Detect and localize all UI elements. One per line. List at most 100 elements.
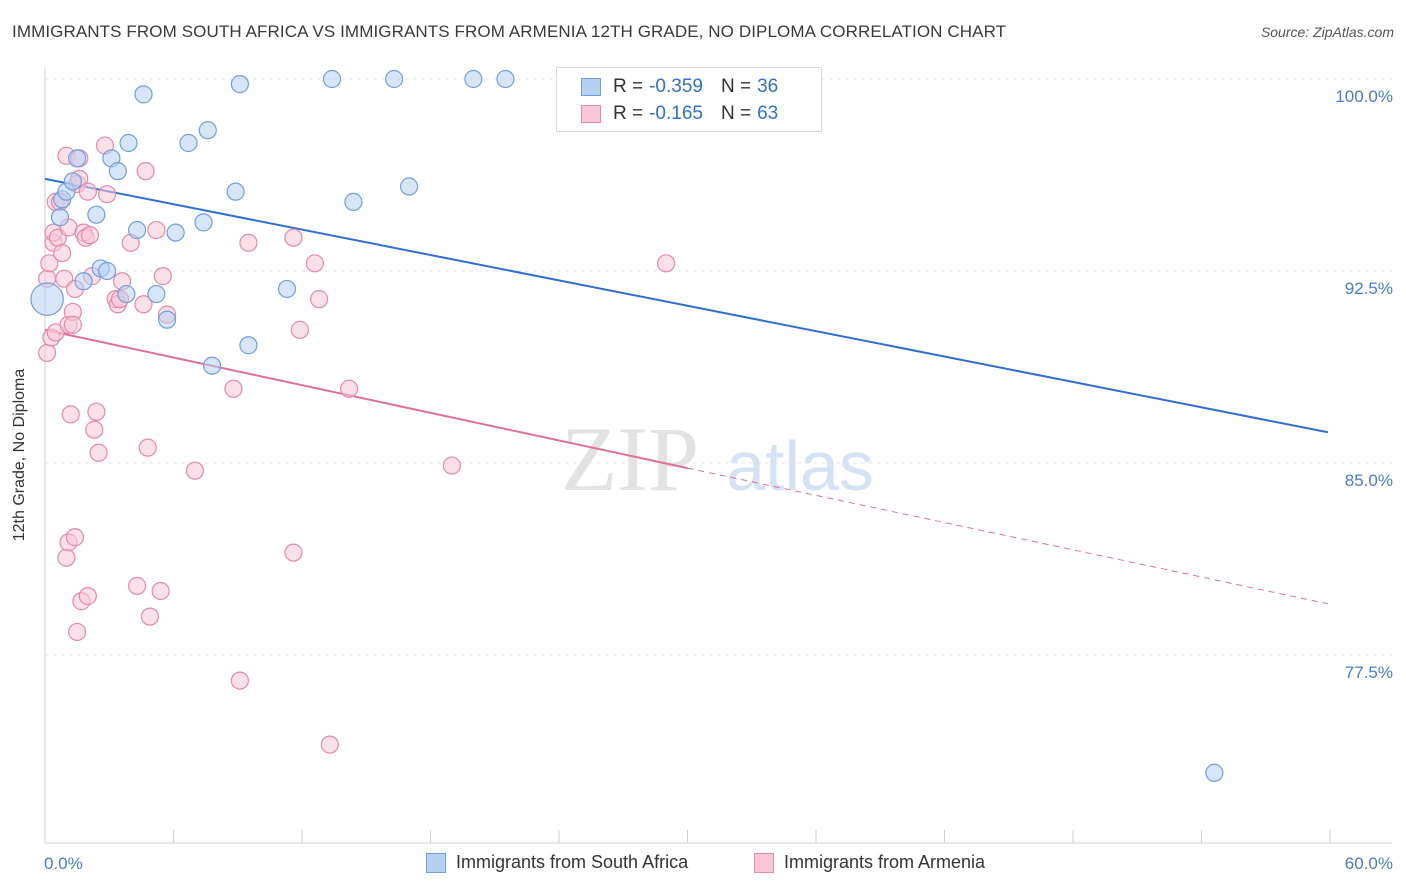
- point-armenia: [85, 420, 104, 439]
- point-south-africa: [166, 223, 185, 242]
- point-south-africa: [230, 75, 249, 94]
- point-south-africa: [98, 261, 117, 281]
- series-swatch-armenia: [754, 852, 774, 873]
- point-south-africa: [202, 356, 222, 375]
- point-armenia: [224, 379, 243, 398]
- legend-swatch-south-africa: [581, 78, 601, 96]
- series-label-armenia: Immigrants from Armenia: [784, 852, 986, 872]
- point-south-africa: [30, 282, 64, 316]
- point-south-africa: [464, 69, 483, 89]
- point-armenia: [151, 581, 170, 601]
- legend-r-value: -0.165: [649, 103, 703, 124]
- point-armenia: [153, 267, 172, 286]
- series-legend: Immigrants from South Africa Immigrants …: [0, 852, 1406, 878]
- point-armenia: [38, 343, 57, 363]
- chart-title: IMMIGRANTS FROM SOUTH AFRICA VS IMMIGRAN…: [12, 22, 1007, 41]
- point-south-africa: [344, 192, 363, 211]
- x-tick-label: 60.0%: [1345, 854, 1393, 873]
- point-south-africa: [127, 220, 147, 240]
- point-south-africa: [74, 272, 93, 291]
- point-armenia: [78, 182, 97, 201]
- legend-n-value: 36: [757, 76, 779, 97]
- point-armenia: [98, 185, 117, 204]
- point-armenia: [78, 587, 97, 606]
- tick-labels: 100.0% 92.5% 85.0% 77.5% 0.0% 60.0%: [44, 87, 1393, 873]
- legend-n-value: 63: [757, 103, 779, 124]
- point-south-africa: [384, 69, 404, 89]
- legend-r-label: R =: [613, 76, 644, 97]
- trendline-armenia: [44, 328, 688, 470]
- point-armenia: [57, 548, 76, 567]
- point-south-africa: [50, 208, 70, 227]
- series-swatch-south-africa: [426, 852, 446, 873]
- point-south-africa: [277, 279, 297, 299]
- point-armenia: [185, 461, 205, 480]
- point-armenia: [239, 233, 258, 252]
- watermark: ZIP atlas: [561, 408, 874, 510]
- point-armenia: [320, 735, 339, 754]
- legend-row-south-africa: R = -0.359 N = 36: [581, 74, 778, 100]
- point-armenia: [134, 295, 153, 314]
- point-south-africa: [63, 172, 82, 191]
- point-south-africa: [147, 284, 166, 304]
- point-south-africa: [108, 162, 127, 181]
- point-south-africa: [198, 121, 217, 140]
- series-legend-south-africa: Immigrants from South Africa: [426, 852, 688, 873]
- point-armenia: [284, 228, 303, 247]
- y-tick-label: 77.5%: [1345, 663, 1393, 682]
- point-armenia: [147, 220, 166, 240]
- point-armenia: [230, 671, 249, 690]
- point-south-africa: [1205, 763, 1224, 782]
- point-armenia: [40, 254, 59, 273]
- watermark-zip: ZIP: [561, 408, 699, 510]
- point-south-africa: [496, 69, 515, 89]
- point-armenia: [80, 226, 100, 245]
- y-tick-label: 85.0%: [1345, 471, 1393, 490]
- point-armenia: [53, 243, 72, 263]
- point-south-africa: [157, 310, 177, 329]
- trendlines: [44, 177, 1329, 605]
- legend-n-label: N =: [720, 76, 752, 97]
- y-tick-label: 100.0%: [1335, 87, 1393, 106]
- point-armenia: [136, 162, 155, 181]
- point-south-africa: [87, 205, 106, 224]
- point-south-africa: [239, 336, 258, 355]
- axes: [44, 68, 1392, 844]
- point-armenia: [87, 402, 106, 421]
- trendline-armenia-extrapolated: [687, 467, 1328, 605]
- legend-r-label: R =: [613, 103, 644, 124]
- point-south-africa: [194, 213, 213, 232]
- point-armenia: [310, 290, 329, 309]
- legend-n-label: N =: [720, 103, 752, 124]
- point-armenia: [127, 576, 147, 595]
- legend-swatch-armenia: [581, 105, 601, 123]
- watermark-atlas: atlas: [726, 427, 874, 505]
- trendline-south-africa: [44, 177, 1329, 434]
- point-south-africa: [322, 69, 342, 89]
- point-armenia: [63, 315, 82, 334]
- point-armenia: [140, 607, 160, 626]
- source-label: Source: ZipAtlas.com: [1260, 24, 1394, 40]
- y-tick-label: 92.5%: [1345, 279, 1393, 298]
- point-armenia: [305, 254, 324, 273]
- correlation-legend: R = -0.359 N = 36 R = -0.165 N = 63: [556, 67, 822, 132]
- gridlines: [45, 78, 1392, 656]
- point-armenia: [442, 456, 462, 475]
- point-armenia: [61, 405, 80, 424]
- point-armenia: [656, 254, 676, 273]
- series-legend-armenia: Immigrants from Armenia: [754, 852, 985, 873]
- point-south-africa: [68, 149, 87, 168]
- point-armenia: [138, 438, 157, 457]
- point-armenia: [290, 320, 309, 339]
- series-label-south-africa: Immigrants from South Africa: [456, 852, 689, 872]
- data-points: [30, 69, 1224, 782]
- point-armenia: [68, 622, 87, 642]
- point-south-africa: [179, 133, 198, 153]
- legend-r-value: -0.359: [649, 76, 703, 97]
- point-south-africa: [226, 182, 245, 201]
- point-armenia: [340, 379, 359, 398]
- point-south-africa: [399, 177, 419, 196]
- point-south-africa: [134, 85, 153, 104]
- point-armenia: [65, 528, 85, 547]
